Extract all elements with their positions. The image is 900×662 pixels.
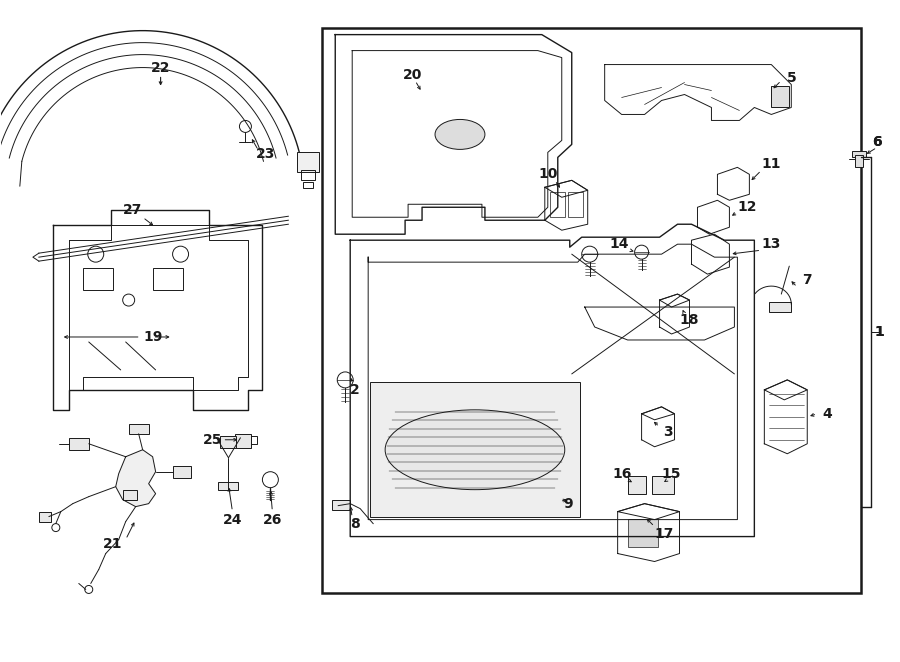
Bar <box>855 156 863 167</box>
Text: 16: 16 <box>612 467 631 481</box>
Bar <box>153 268 183 290</box>
Ellipse shape <box>385 410 565 490</box>
Bar <box>39 512 50 522</box>
Text: 17: 17 <box>655 526 674 541</box>
Bar <box>219 482 238 490</box>
Bar <box>297 152 320 172</box>
Text: 11: 11 <box>761 158 781 171</box>
Bar <box>770 302 791 312</box>
Text: 6: 6 <box>872 136 882 150</box>
Bar <box>370 382 580 516</box>
Bar <box>303 182 313 188</box>
Bar <box>332 500 350 510</box>
Polygon shape <box>717 167 750 201</box>
Text: 13: 13 <box>761 237 781 251</box>
Polygon shape <box>116 449 156 506</box>
Bar <box>652 476 673 494</box>
Text: 7: 7 <box>803 273 812 287</box>
Circle shape <box>263 472 278 488</box>
Bar <box>322 28 861 593</box>
Text: 9: 9 <box>562 496 572 510</box>
Polygon shape <box>53 211 263 410</box>
Text: 2: 2 <box>350 383 360 397</box>
Circle shape <box>88 246 104 262</box>
Bar <box>302 170 315 180</box>
Polygon shape <box>605 65 791 120</box>
Bar <box>129 424 148 434</box>
Bar <box>173 465 191 478</box>
Circle shape <box>173 246 188 262</box>
Text: 22: 22 <box>151 60 170 75</box>
Polygon shape <box>642 407 674 447</box>
Text: 12: 12 <box>738 201 757 214</box>
Text: 19: 19 <box>143 330 162 344</box>
Circle shape <box>338 372 353 388</box>
Polygon shape <box>691 234 729 274</box>
Polygon shape <box>544 180 588 230</box>
Text: 26: 26 <box>263 512 282 526</box>
Circle shape <box>239 120 251 132</box>
Bar <box>852 152 866 158</box>
Polygon shape <box>764 380 807 400</box>
Polygon shape <box>617 504 680 561</box>
Bar <box>771 85 789 107</box>
Bar <box>236 434 251 448</box>
Text: 14: 14 <box>610 237 629 251</box>
Circle shape <box>634 245 649 259</box>
Bar <box>83 268 112 290</box>
Text: 5: 5 <box>787 71 796 85</box>
Text: 23: 23 <box>256 148 275 162</box>
Text: 1: 1 <box>874 325 884 339</box>
Bar <box>552 506 563 510</box>
Bar <box>627 476 645 494</box>
Polygon shape <box>764 380 807 453</box>
Polygon shape <box>585 307 734 340</box>
Bar <box>568 192 582 217</box>
Polygon shape <box>698 201 729 234</box>
Polygon shape <box>350 224 754 537</box>
Circle shape <box>122 294 135 306</box>
Text: 27: 27 <box>123 203 142 217</box>
Text: 24: 24 <box>222 512 242 526</box>
Bar <box>550 192 565 217</box>
Text: 25: 25 <box>202 433 222 447</box>
Polygon shape <box>544 180 588 197</box>
Bar <box>220 436 237 448</box>
Bar <box>68 438 89 449</box>
Polygon shape <box>660 294 689 334</box>
Text: 6: 6 <box>872 136 882 150</box>
Polygon shape <box>660 294 689 307</box>
Polygon shape <box>335 34 572 234</box>
Circle shape <box>52 524 59 532</box>
Ellipse shape <box>435 119 485 150</box>
Bar <box>251 436 257 444</box>
Text: 20: 20 <box>402 68 422 81</box>
Circle shape <box>581 246 598 262</box>
Text: 1: 1 <box>874 325 884 339</box>
Bar <box>627 518 658 547</box>
Text: 8: 8 <box>350 516 360 531</box>
Bar <box>122 490 137 500</box>
Bar <box>530 489 570 506</box>
Text: 21: 21 <box>103 537 122 551</box>
Polygon shape <box>642 407 674 420</box>
Text: 18: 18 <box>680 313 699 327</box>
Circle shape <box>85 585 93 593</box>
Text: 4: 4 <box>823 407 832 421</box>
Text: 15: 15 <box>662 467 681 481</box>
Polygon shape <box>617 504 680 520</box>
Text: 3: 3 <box>662 425 672 439</box>
Text: 10: 10 <box>538 167 557 181</box>
Bar <box>535 506 547 510</box>
